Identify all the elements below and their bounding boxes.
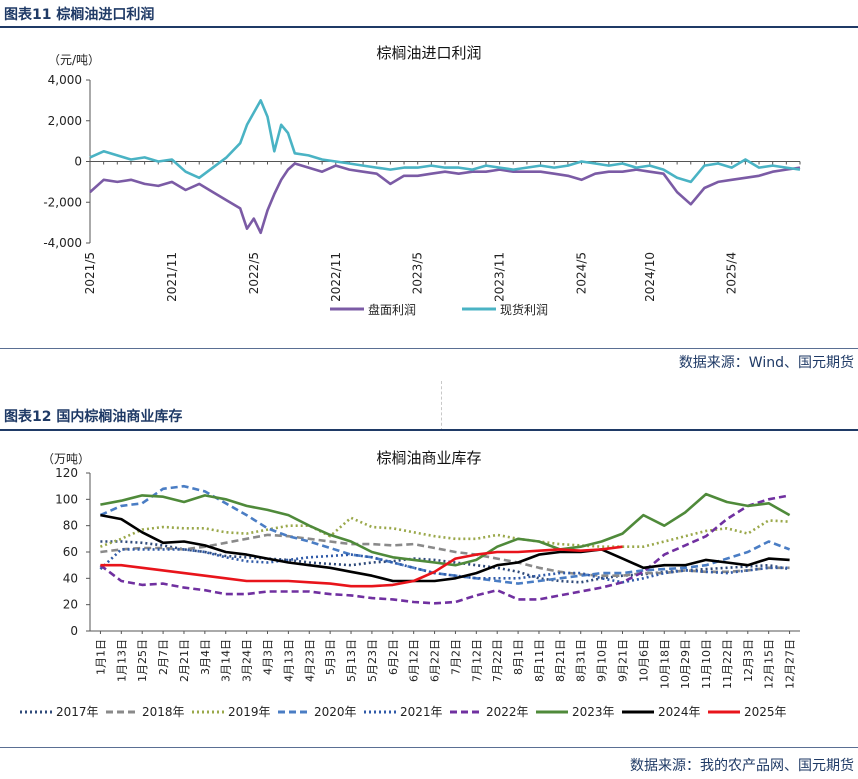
chart2-x-tick-label: 10月18日: [658, 639, 671, 689]
chart2-series-line-4: [99, 548, 790, 584]
chart2-x-tick-label: 8月1日: [512, 639, 525, 675]
chart2-series-line-5: [99, 494, 790, 605]
chart2-legend-label: 2018年: [142, 705, 185, 719]
chart2-legend-label: 2021年: [400, 705, 443, 719]
chart2-x-tick-label: 8月21日: [554, 639, 567, 682]
figure1-caption: 图表11 棕榈油进口利润: [4, 7, 155, 23]
chart1-title: 棕榈油进口利润: [376, 44, 481, 62]
chart2-x-tick-label: 2月21日: [178, 639, 191, 682]
chart2-y-tick-label: 20: [63, 598, 78, 612]
chart2-x-tick-label: 11月10日: [700, 639, 713, 689]
chart2-x-tick-label: 9月10日: [596, 639, 609, 682]
figure2-bottom-rule: [0, 747, 858, 748]
figure2-top-rule: [0, 429, 858, 431]
chart2-y-tick-label: 60: [63, 545, 78, 559]
chart2-legend-label: 2019年: [228, 705, 271, 719]
import-profit-chart: 棕榈油进口利润（元/吨）4,0002,0000-2,000-4,0002021/…: [43, 44, 801, 317]
chart2-x-tick-label: 12月3日: [742, 639, 755, 682]
chart2-y-label: （万吨）: [42, 452, 90, 466]
chart2-x-tick-label: 8月31日: [575, 639, 588, 682]
chart1-legend-label: 盘面利润: [368, 302, 416, 317]
chart1-x-tick-label: 2022/5: [247, 252, 261, 294]
chart1-y-tick-label: -2,000: [43, 195, 82, 209]
chart1-series-line-0: [89, 162, 801, 235]
chart2-legend-label: 2020年: [314, 705, 357, 719]
chart1-x-tick-label: 2024/10: [643, 252, 657, 302]
chart2-x-tick-label: 11月22日: [721, 639, 734, 689]
chart2-title: 棕榈油商业库存: [376, 449, 481, 467]
figure1-top-rule: [0, 26, 858, 28]
chart2-x-tick-label: 10月29日: [679, 639, 692, 689]
chart2-x-tick-label: 5月3日: [324, 639, 337, 675]
chart2-x-tick-label: 7月2日: [449, 639, 462, 675]
chart1-x-tick-label: 2025/4: [725, 252, 739, 294]
chart2-x-tick-label: 9月21日: [617, 639, 630, 682]
chart2-x-tick-label: 3月4日: [199, 639, 212, 675]
chart2-x-tick-label: 7月12日: [470, 639, 483, 682]
figure1-bottom-rule: [0, 348, 858, 349]
chart2-x-tick-label: 1月1日: [94, 639, 107, 675]
chart1-legend-label: 现货利润: [500, 302, 548, 317]
chart2-x-tick-label: 5月13日: [345, 639, 358, 682]
chart1-x-tick-label: 2022/11: [329, 252, 343, 302]
chart2-legend-label: 2025年: [744, 705, 787, 719]
chart2-series-line-6: [100, 492, 791, 567]
chart1-x-tick-label: 2023/5: [411, 252, 425, 294]
chart2-series-line-7: [100, 513, 790, 583]
chart2-series-line-8: [100, 545, 623, 588]
chart1-y-tick-label: 2,000: [48, 114, 82, 128]
chart2-x-tick-label: 5月23日: [366, 639, 379, 682]
chart2-legend-label: 2024年: [658, 705, 701, 719]
chart2-legend-label: 2017年: [56, 705, 99, 719]
chart2-x-tick-label: 12月27日: [784, 639, 797, 689]
chart2-y-tick-label: 120: [55, 466, 78, 480]
chart2-x-tick-label: 6月12日: [408, 639, 421, 682]
figure2-source: 数据来源：我的农产品网、国元期货: [630, 758, 854, 774]
chart1-y-tick-label: 0: [74, 155, 82, 169]
chart2-y-tick-label: 40: [63, 571, 78, 585]
chart2-series-line-0: [100, 540, 790, 584]
chart2-x-tick-label: 1月25日: [136, 639, 149, 682]
chart2-x-tick-label: 4月13日: [282, 639, 295, 682]
chart1-x-tick-label: 2023/11: [493, 252, 507, 302]
chart2-series-line-2: [99, 516, 790, 548]
chart2-legend-label: 2022年: [486, 705, 529, 719]
chart2-y-tick-label: 0: [70, 624, 78, 638]
chart2-series-line-1: [100, 533, 790, 577]
column-separator: [441, 381, 442, 431]
chart2-x-tick-label: 4月23日: [303, 639, 316, 682]
chart1-y-label: （元/吨）: [48, 53, 100, 67]
chart2-x-tick-label: 4月3日: [262, 639, 275, 675]
chart2-y-tick-label: 100: [55, 492, 78, 506]
chart2-x-tick-label: 7月22日: [491, 639, 504, 682]
chart2-x-tick-label: 12月15日: [763, 639, 776, 689]
figure2-caption: 图表12 国内棕榈油商业库存: [4, 409, 183, 425]
chart1-y-tick-label: 4,000: [48, 73, 82, 87]
chart2-x-tick-label: 10月6日: [637, 639, 650, 682]
chart2-y-tick-label: 80: [63, 519, 78, 533]
chart1-x-tick-label: 2024/5: [575, 252, 589, 294]
chart2-x-tick-label: 1月13日: [115, 639, 128, 682]
chart1-series-line-1: [89, 99, 801, 184]
chart1-y-tick-label: -4,000: [43, 236, 82, 250]
chart2-x-tick-label: 6月2日: [387, 639, 400, 675]
chart2-x-tick-label: 3月24日: [241, 639, 254, 682]
commercial-inventory-chart: 棕榈油商业库存 （万吨） 0 20 40 60 80 100 120 1月1日 1月13日 1月25日…: [20, 449, 800, 719]
chart2-x-tick-label: 3月14日: [220, 639, 233, 682]
chart1-x-tick-label: 2021/5: [83, 252, 97, 294]
chart1-x-tick-label: 2021/11: [165, 252, 179, 302]
chart2-x-tick-label: 2月7日: [157, 639, 170, 675]
figure1-source: 数据来源：Wind、国元期货: [678, 355, 854, 371]
chart2-legend-label: 2023年: [572, 705, 615, 719]
chart2-x-tick-label: 8月11日: [533, 639, 546, 682]
chart2-x-tick-label: 6月22日: [429, 639, 442, 682]
